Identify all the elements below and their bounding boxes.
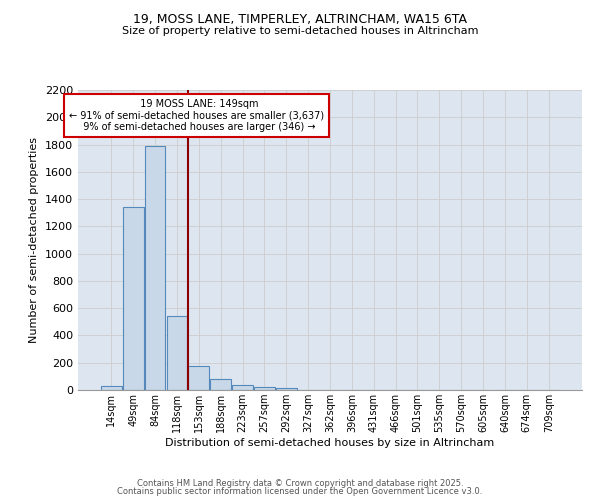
Bar bbox=[276, 388, 296, 390]
X-axis label: Distribution of semi-detached houses by size in Altrincham: Distribution of semi-detached houses by … bbox=[166, 438, 494, 448]
Text: 19, MOSS LANE, TIMPERLEY, ALTRINCHAM, WA15 6TA: 19, MOSS LANE, TIMPERLEY, ALTRINCHAM, WA… bbox=[133, 12, 467, 26]
Bar bbox=[101, 386, 122, 390]
Y-axis label: Number of semi-detached properties: Number of semi-detached properties bbox=[29, 137, 40, 343]
Bar bbox=[188, 366, 209, 390]
Bar bbox=[254, 386, 275, 390]
Text: Size of property relative to semi-detached houses in Altrincham: Size of property relative to semi-detach… bbox=[122, 26, 478, 36]
Bar bbox=[167, 316, 187, 390]
Text: 19 MOSS LANE: 149sqm
← 91% of semi-detached houses are smaller (3,637)
  9% of s: 19 MOSS LANE: 149sqm ← 91% of semi-detac… bbox=[69, 99, 324, 132]
Bar bbox=[123, 208, 143, 390]
Bar bbox=[210, 379, 231, 390]
Text: Contains HM Land Registry data © Crown copyright and database right 2025.: Contains HM Land Registry data © Crown c… bbox=[137, 478, 463, 488]
Text: Contains public sector information licensed under the Open Government Licence v3: Contains public sector information licen… bbox=[118, 487, 482, 496]
Bar bbox=[145, 146, 166, 390]
Bar bbox=[232, 385, 253, 390]
